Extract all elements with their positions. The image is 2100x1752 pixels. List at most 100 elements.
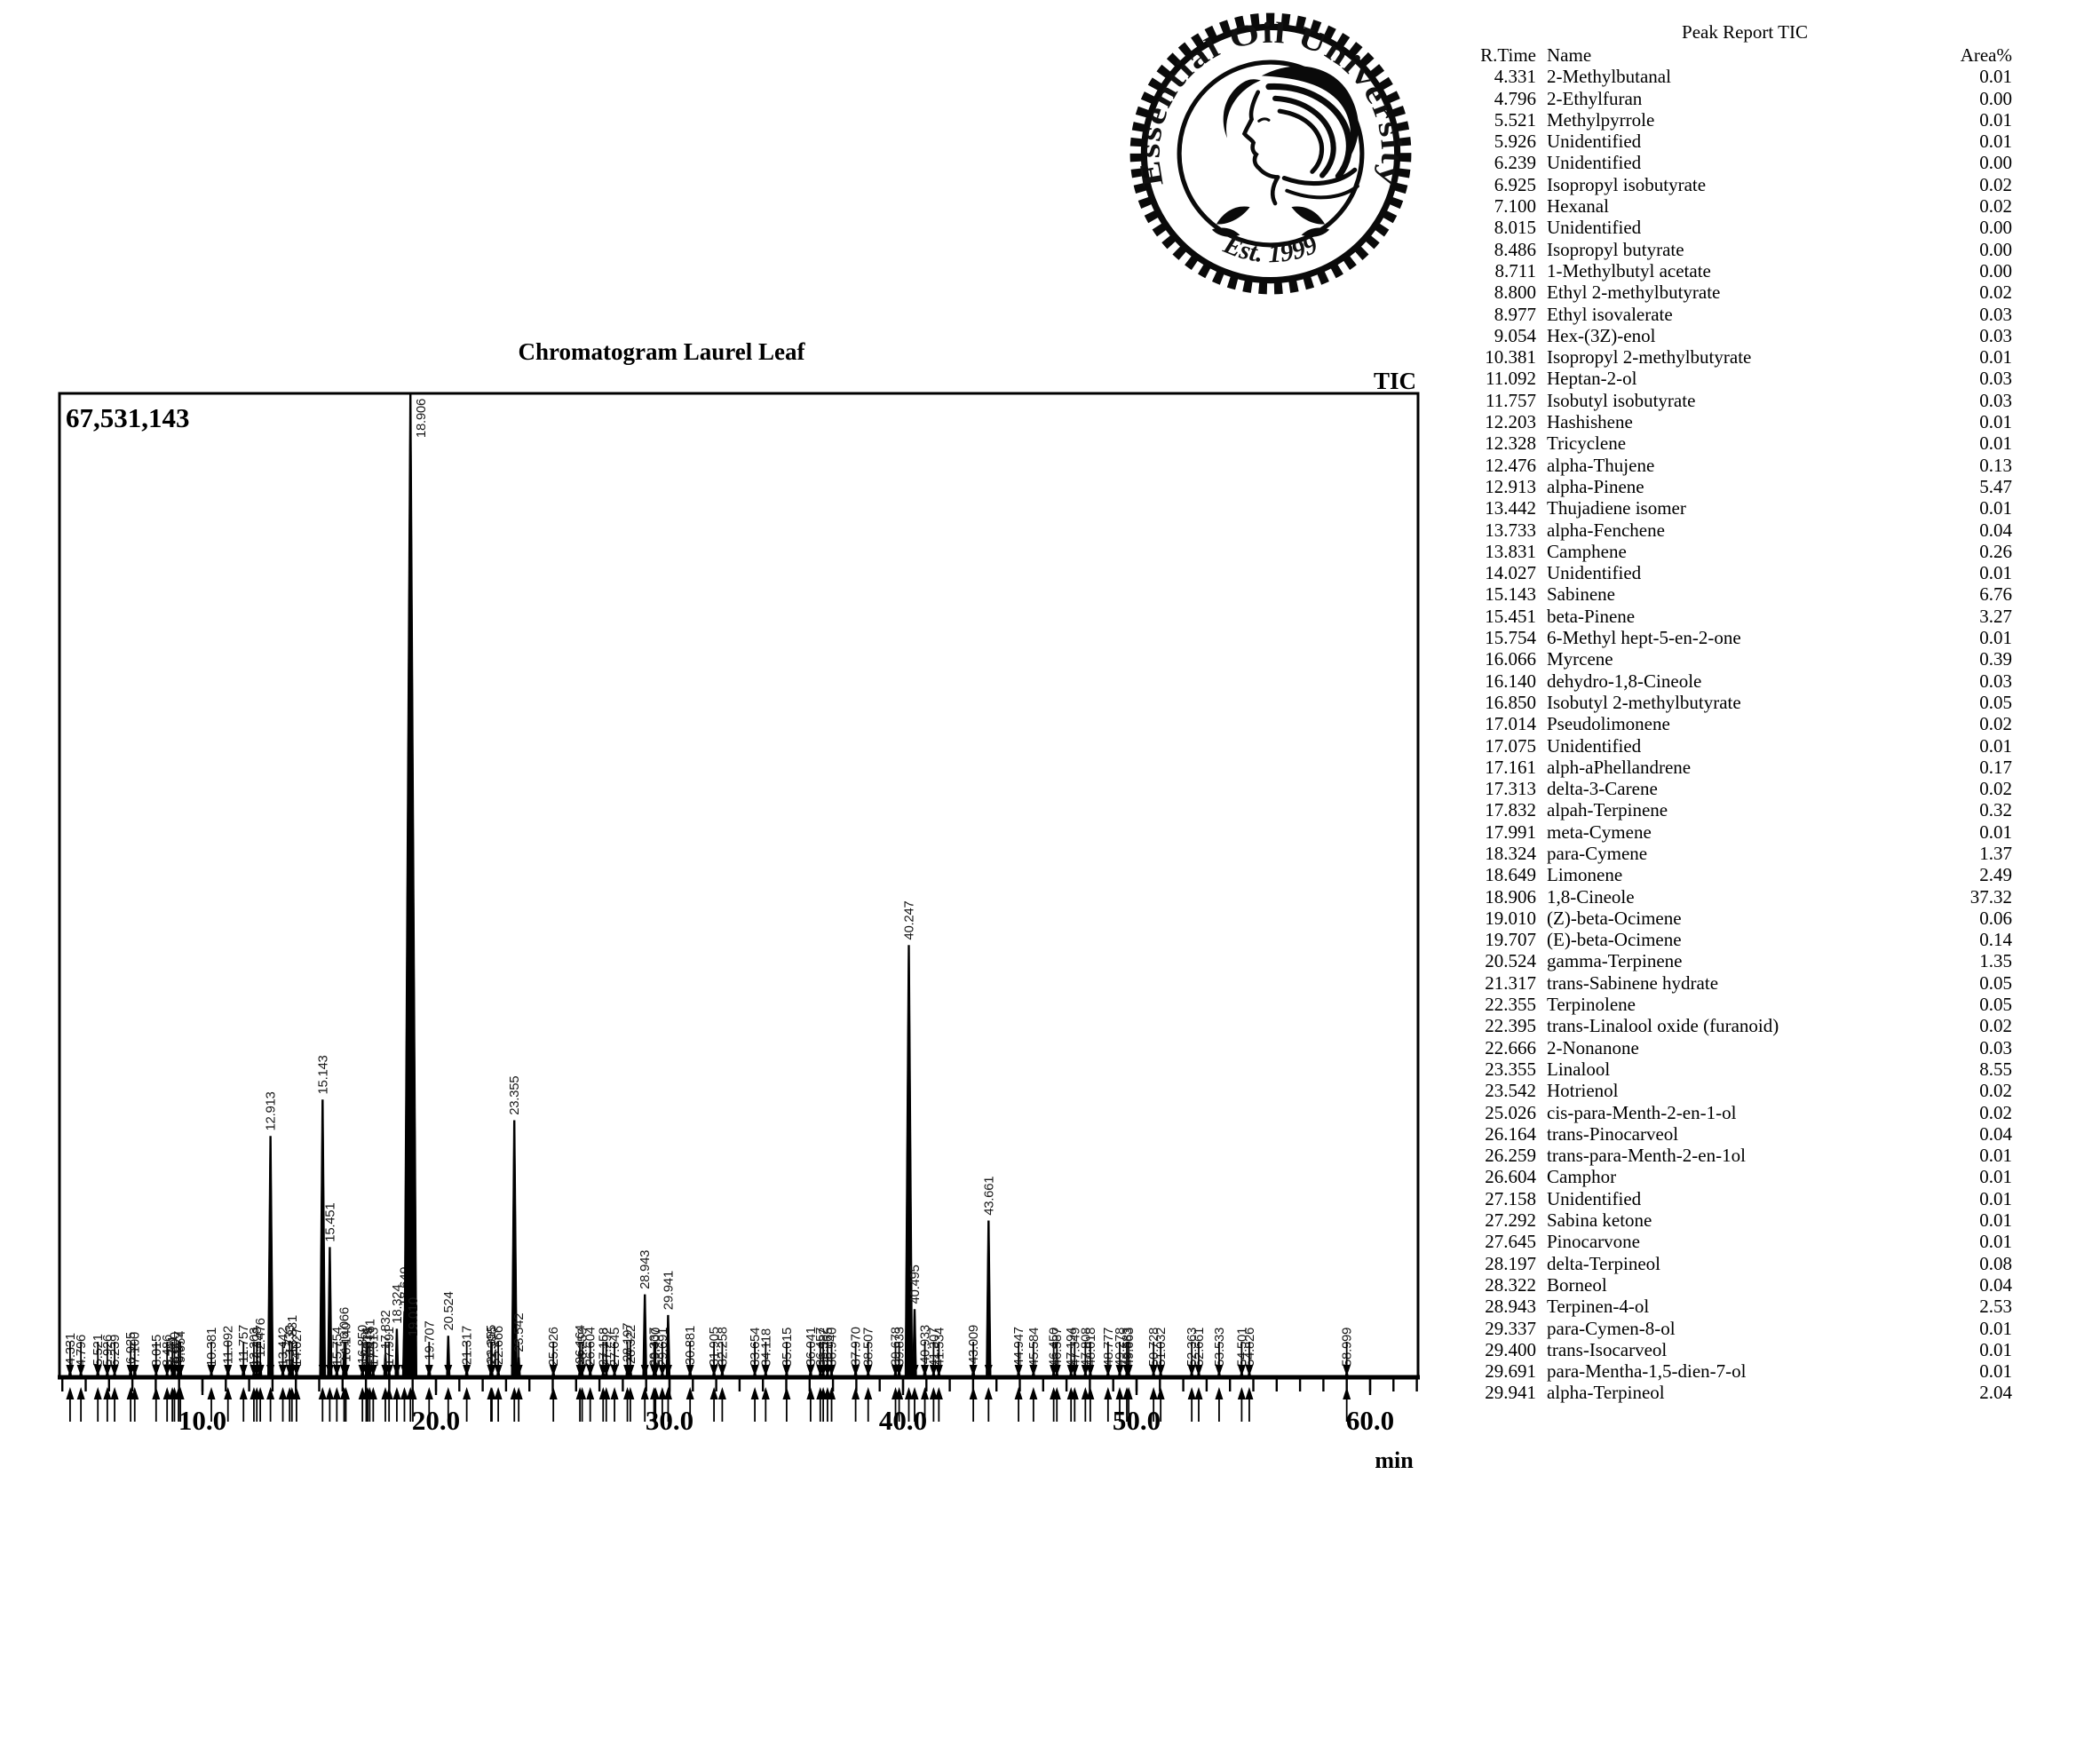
cell-rtime: 6.925 xyxy=(1494,173,1536,195)
peak-marker-down xyxy=(852,1365,860,1376)
table-row: 29.337 para-Cymen-8-ol 0.01 xyxy=(1465,1318,2051,1339)
peak-marker-down xyxy=(392,1365,401,1376)
peak-label: 19.707 xyxy=(422,1321,437,1360)
peak-marker-up xyxy=(1149,1387,1158,1399)
peak-marker-up xyxy=(1194,1387,1203,1399)
peak-marker-up xyxy=(292,1387,301,1399)
table-row: 15.754 6-Methyl hept-5-en-2-one 0.01 xyxy=(1465,627,2051,648)
table-row: 17.832 alpah-Terpinene 0.32 xyxy=(1465,799,2051,821)
peak-marker-down xyxy=(717,1365,726,1376)
cell-name: Terpinolene xyxy=(1547,994,1636,1016)
peak-marker-up xyxy=(602,1387,611,1399)
table-row: 27.292 Sabina ketone 0.01 xyxy=(1465,1209,2051,1231)
peak-marker-up xyxy=(325,1387,334,1399)
cell-rtime: 21.317 xyxy=(1485,971,1536,994)
peak-marker-down xyxy=(864,1365,873,1376)
cell-rtime: 17.832 xyxy=(1485,799,1536,821)
peak-label: 18.906 xyxy=(414,399,429,438)
peak-marker-down xyxy=(76,1365,85,1376)
peak-marker-down xyxy=(610,1365,619,1376)
table-row: 22.666 2-Nonanone 0.03 xyxy=(1465,1037,2051,1058)
cell-area: 5.47 xyxy=(1979,475,2012,497)
peak-marker-down xyxy=(131,1365,139,1376)
cell-rtime: 17.991 xyxy=(1485,821,1536,843)
cell-rtime: 13.831 xyxy=(1485,540,1536,562)
cell-rtime: 28.943 xyxy=(1485,1296,1536,1318)
table-row: 7.100 Hexanal 0.02 xyxy=(1465,195,2051,217)
peak-marker-up xyxy=(514,1387,523,1399)
cell-name: alpha-Pinene xyxy=(1547,475,1644,497)
peak-marker-up xyxy=(384,1387,393,1399)
peak-marker-down xyxy=(93,1365,102,1376)
table-row: 8.486 Isopropyl butyrate 0.00 xyxy=(1465,239,2051,260)
peak-marker-down xyxy=(921,1365,930,1376)
peak-marker-down xyxy=(685,1365,694,1376)
peak-marker-down xyxy=(1052,1365,1061,1376)
peak-marker-up xyxy=(131,1387,139,1399)
cell-rtime: 4.331 xyxy=(1494,66,1536,88)
peak-marker-up xyxy=(864,1387,873,1399)
cell-rtime: 17.075 xyxy=(1485,734,1536,757)
cell-rtime: 26.164 xyxy=(1485,1122,1536,1145)
cell-rtime: 25.026 xyxy=(1485,1101,1536,1123)
peak-marker-down xyxy=(984,1365,993,1376)
table-row: 18.649 Limonene 2.49 xyxy=(1465,864,2051,885)
cell-name: Isopropyl isobutyrate xyxy=(1547,173,1707,195)
chromatogram-plot: Chromatogram Laurel Leaf TIC 67,531,143 … xyxy=(58,338,1420,1473)
peak-marker-up xyxy=(910,1387,919,1399)
peak-report: Peak Report TIC R.Time Name Area% 4.331 2… xyxy=(1465,21,2051,1404)
cell-rtime: 13.442 xyxy=(1485,497,1536,519)
cell-rtime: 22.395 xyxy=(1485,1015,1536,1037)
cell-rtime: 29.941 xyxy=(1485,1382,1536,1404)
cell-name: Pinocarvone xyxy=(1547,1231,1640,1253)
table-row: 26.604 Camphor 0.01 xyxy=(1465,1166,2051,1187)
cell-rtime: 19.707 xyxy=(1485,929,1536,951)
peak-marker-down xyxy=(1124,1365,1133,1376)
table-row: 10.381 Isopropyl 2-methylbutyrate 0.01 xyxy=(1465,346,2051,368)
peak-marker-up xyxy=(400,1387,408,1399)
peak-marker-down xyxy=(162,1365,171,1376)
table-row: 17.014 Pseudolimonene 0.02 xyxy=(1465,713,2051,734)
peak-marker-down xyxy=(266,1365,275,1376)
cell-area: 0.03 xyxy=(1979,324,2012,346)
peak-marker-down xyxy=(1086,1365,1095,1376)
cell-area: 6.76 xyxy=(1979,583,2012,606)
peak-spike xyxy=(403,392,418,1378)
cell-rtime: 11.757 xyxy=(1486,389,1536,411)
table-row: 6.925 Isopropyl isobutyrate 0.02 xyxy=(1465,174,2051,195)
table-row: 26.164 trans-Pinocarveol 0.04 xyxy=(1465,1123,2051,1145)
peak-marker-up xyxy=(717,1387,726,1399)
peak-marker-up xyxy=(806,1387,815,1399)
cell-area: 0.01 xyxy=(1979,108,2012,131)
table-row: 25.026 cis-para-Menth-2-en-1-ol 0.02 xyxy=(1465,1102,2051,1123)
table-row: 6.239 Unidentified 0.00 xyxy=(1465,152,2051,173)
peak-marker-up xyxy=(578,1387,587,1399)
cell-rtime: 14.027 xyxy=(1485,562,1536,584)
cell-rtime: 9.054 xyxy=(1494,324,1536,346)
cell-area: 0.01 xyxy=(1979,821,2012,843)
peak-marker-up xyxy=(424,1387,433,1399)
cell-name: Unidentified xyxy=(1547,734,1642,757)
cell-name: meta-Cymene xyxy=(1547,821,1652,843)
cell-rtime: 29.691 xyxy=(1485,1360,1536,1383)
peak-label: 18.324 xyxy=(390,1285,405,1324)
peak-marker-up xyxy=(1237,1387,1246,1399)
cell-name: Ethyl isovalerate xyxy=(1547,303,1673,325)
peak-marker-down xyxy=(1245,1365,1254,1376)
table-row: 15.143 Sabinene 6.76 xyxy=(1465,583,2051,605)
cell-area: 0.01 xyxy=(1979,627,2012,649)
peak-spike xyxy=(511,1120,519,1378)
cell-rtime: 27.292 xyxy=(1485,1209,1536,1232)
peak-marker-up xyxy=(463,1387,472,1399)
cell-rtime: 6.239 xyxy=(1494,152,1536,174)
cell-area: 2.04 xyxy=(1979,1382,2012,1404)
cell-name: dehydro-1,8-Cineole xyxy=(1547,670,1702,692)
cell-rtime: 29.400 xyxy=(1485,1338,1536,1360)
x-tick-label: 20.0 xyxy=(412,1405,460,1436)
peak-marker-up xyxy=(1215,1387,1224,1399)
cell-area: 0.04 xyxy=(1979,1273,2012,1296)
cell-area: 37.32 xyxy=(1969,885,2012,908)
cell-name: 6-Methyl hept-5-en-2-one xyxy=(1547,627,1741,649)
peak-marker-up xyxy=(1014,1387,1023,1399)
cell-name: Thujadiene isomer xyxy=(1547,497,1686,519)
